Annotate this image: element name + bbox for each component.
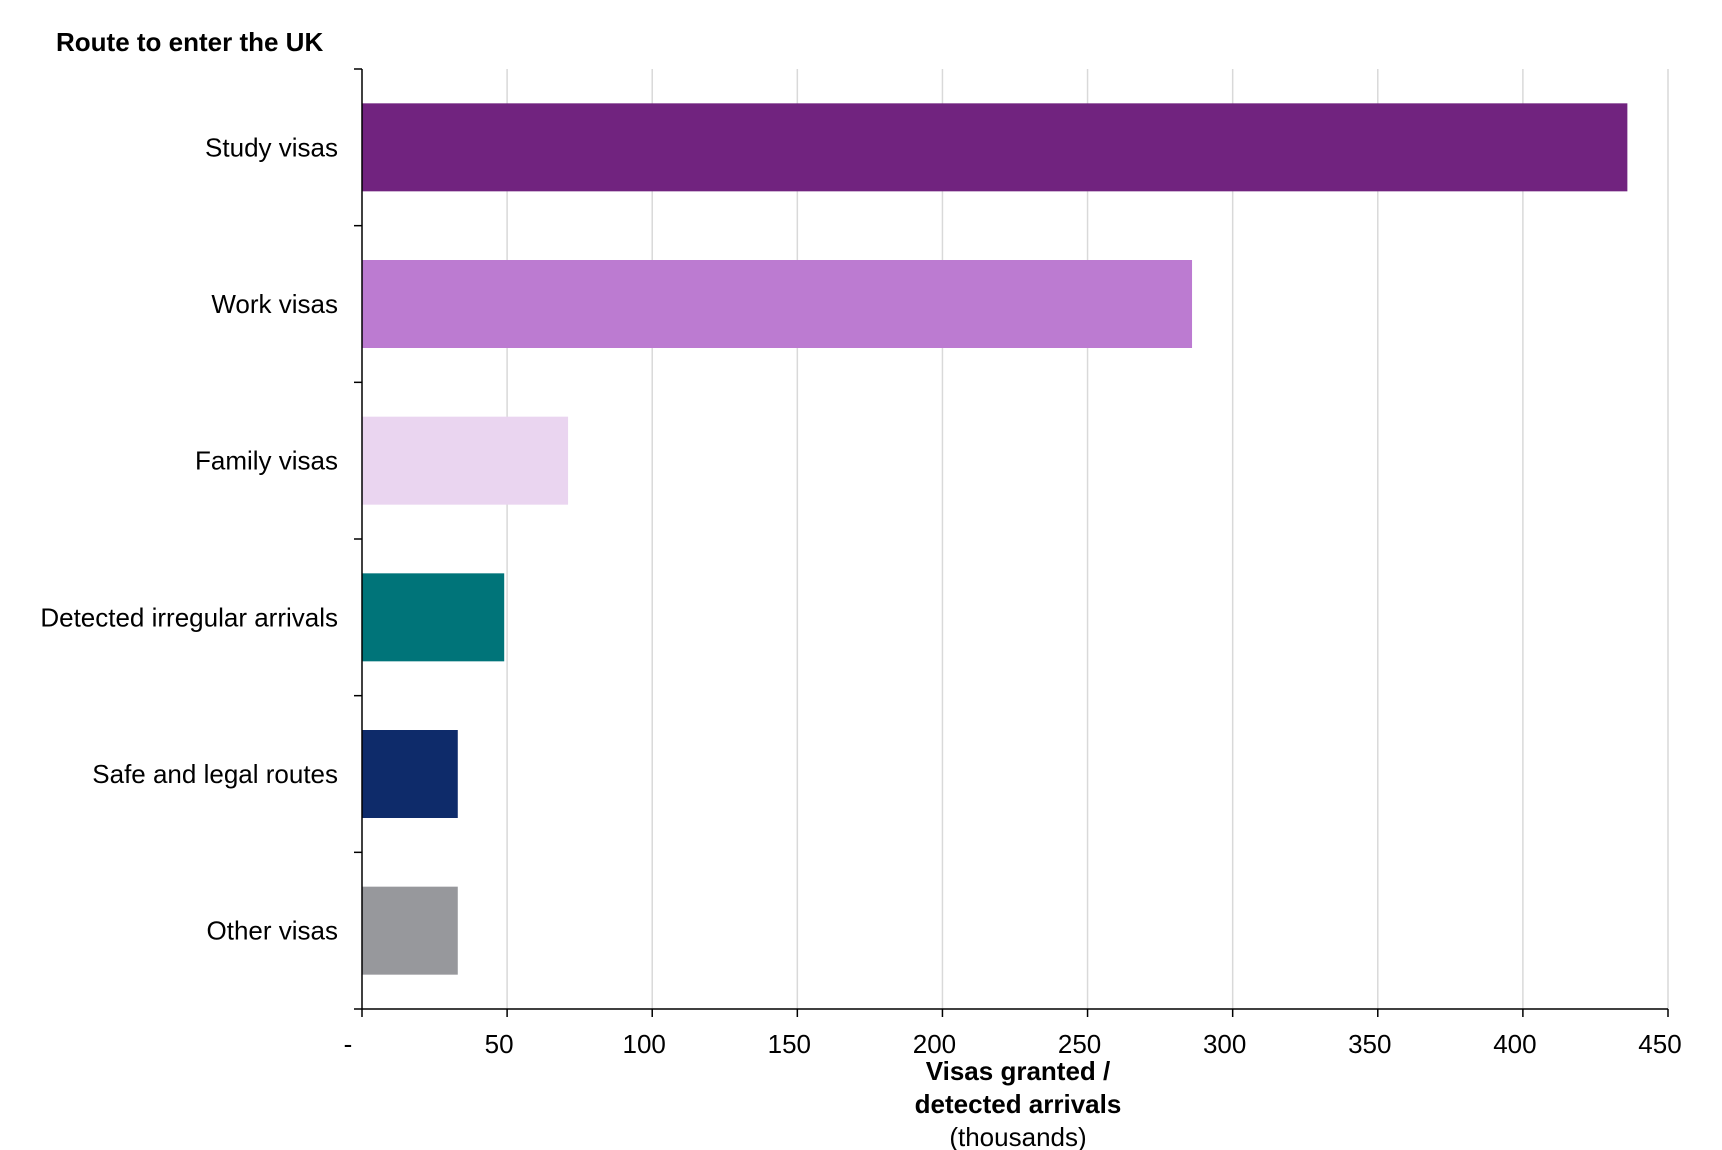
x-axis-title-line1: Visas granted /: [926, 1056, 1111, 1086]
category-label-2: Family visas: [195, 446, 338, 476]
x-tick-label-5: 250: [1058, 1029, 1101, 1059]
category-label-4: Safe and legal routes: [92, 759, 338, 789]
bars: [362, 103, 1628, 975]
bar-3: [362, 573, 505, 662]
x-tick-label-7: 350: [1348, 1029, 1391, 1059]
x-tick-label-4: 200: [913, 1029, 956, 1059]
category-label-5: Other visas: [207, 916, 339, 946]
category-label-3: Detected irregular arrivals: [40, 602, 338, 632]
x-tick-label-1: 50: [485, 1029, 514, 1059]
category-label-1: Work visas: [211, 289, 338, 319]
labels: - 50 100 150 200 250 300 350 400 450 Study visas Wo…: [40, 132, 1681, 1059]
bar-1: [362, 260, 1193, 348]
x-axis-title-line2: detected arrivals: [915, 1089, 1122, 1119]
x-tick-label-0: -: [344, 1029, 353, 1059]
x-tick-label-3: 150: [768, 1029, 811, 1059]
bar-2: [362, 416, 569, 505]
bar-4: [362, 730, 458, 818]
x-tick-label-8: 400: [1493, 1029, 1536, 1059]
x-tick-label-9: 450: [1638, 1029, 1681, 1059]
axes: [354, 68, 1669, 1017]
y-axis-title: Route to enter the UK: [56, 27, 323, 57]
gridlines: [506, 69, 1669, 1009]
x-tick-label-6: 300: [1203, 1029, 1246, 1059]
x-tick-label-2: 100: [623, 1029, 666, 1059]
bar-0: [362, 103, 1628, 192]
bar-5: [362, 886, 458, 975]
x-axis-title-line3: (thousands): [949, 1122, 1086, 1150]
category-label-0: Study visas: [205, 132, 338, 162]
